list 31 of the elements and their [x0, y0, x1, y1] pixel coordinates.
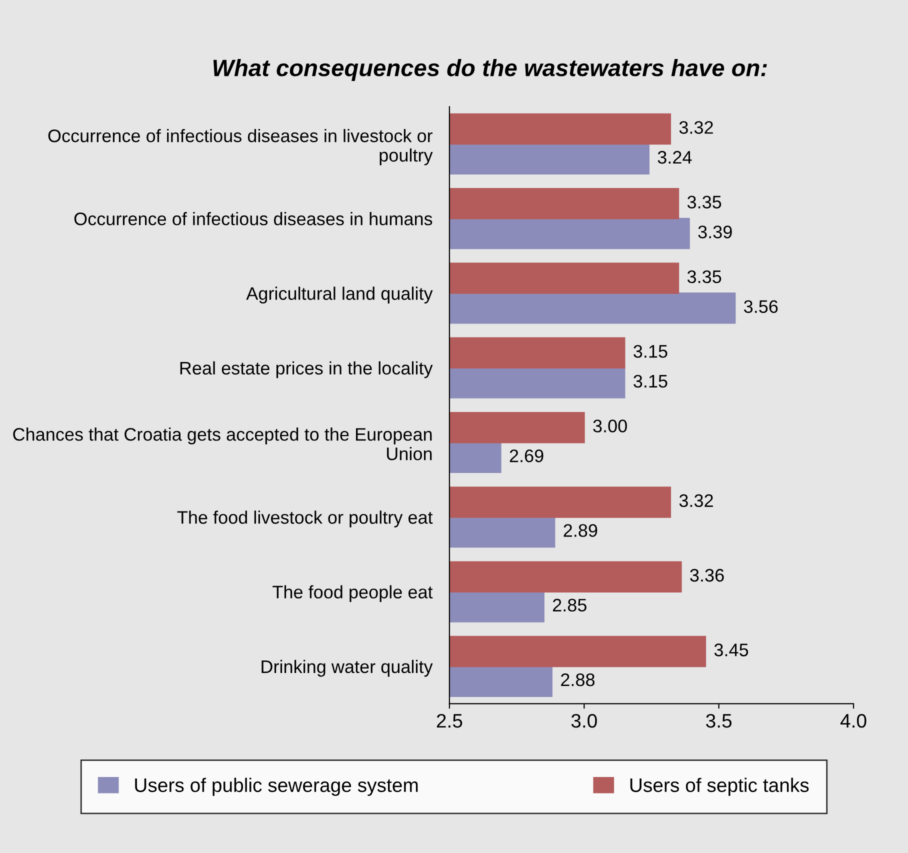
data-label: 2.88 [561, 673, 595, 686]
legend-label: Users of public sewerage system [135, 778, 418, 796]
data-label: 3.24 [658, 150, 692, 164]
data-label: 3.15 [634, 344, 668, 358]
data-label: 3.56 [744, 300, 778, 313]
data-label: 3.15 [634, 374, 668, 388]
y-tick-label: Drinking water quality [262, 660, 433, 677]
x-tick-label: 4.0 [840, 714, 866, 728]
data-label: 3.32 [679, 121, 713, 134]
data-label: 3.35 [687, 196, 722, 208]
y-tick-label: Agricultural land quality [246, 286, 433, 304]
chart-title: What consequences do the wastewaters have on: [213, 58, 767, 81]
data-label: 3.00 [593, 420, 627, 432]
data-label: 3.45 [714, 644, 748, 656]
data-label: 2.89 [564, 524, 598, 537]
data-label: 3.32 [679, 494, 713, 508]
x-tick-label: 3.0 [571, 714, 597, 728]
data-label: 3.39 [698, 226, 732, 238]
data-label: 3.36 [690, 568, 724, 582]
legend-label: Users of septic tanks [630, 778, 809, 796]
x-tick-label: 3.5 [706, 714, 732, 728]
x-tick-label: 2.5 [436, 714, 462, 728]
y-tick-label: Real estate prices in the locality [180, 361, 433, 378]
y-tick-label: Chances that Croatia gets accepted to the European Union [13, 428, 432, 460]
y-tick-label: The food livestock or poultry eat [177, 510, 433, 528]
y-tick-label: Occurrence of infectious diseases in livestock or poultry [48, 128, 433, 166]
data-label: 2.69 [510, 449, 544, 462]
y-tick-label: Occurrence of infectious diseases in humans [74, 212, 432, 226]
data-label: 2.85 [552, 598, 586, 612]
y-tick-label: The food people eat [272, 585, 433, 602]
data-label: 3.35 [687, 270, 722, 284]
